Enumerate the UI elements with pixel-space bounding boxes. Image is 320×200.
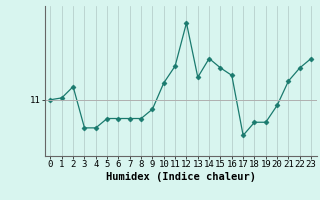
X-axis label: Humidex (Indice chaleur): Humidex (Indice chaleur) [106,172,256,182]
